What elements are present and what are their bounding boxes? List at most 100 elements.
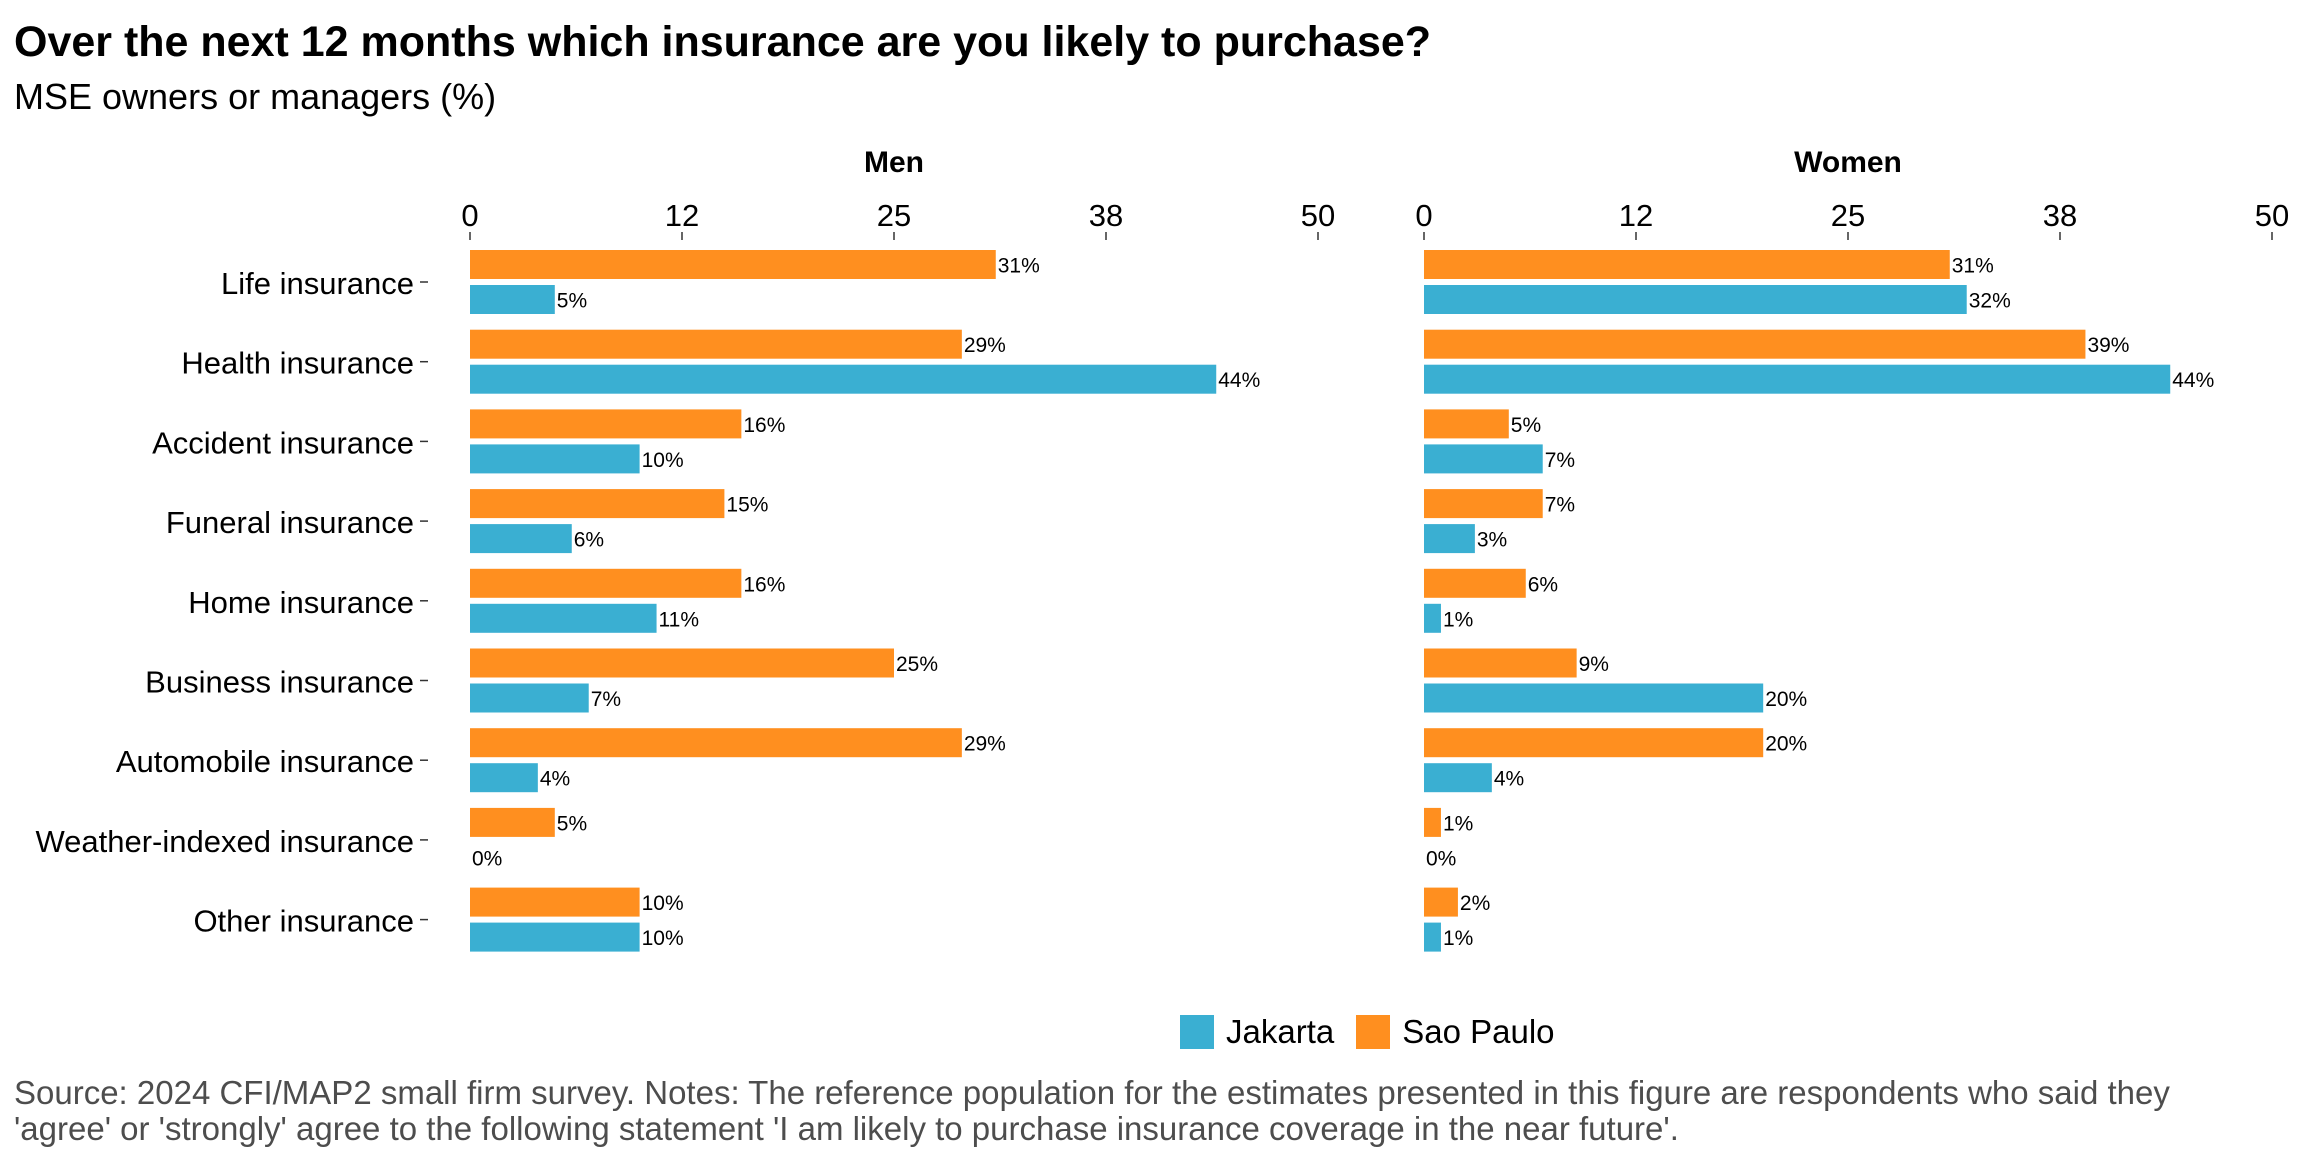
x-tick-label: 12 [1619, 198, 1653, 233]
data-label-men-jakarta: 0% [472, 847, 502, 870]
bar-women-sao-paulo [1424, 409, 1509, 439]
panel-title-women: Women [1794, 146, 1902, 179]
bar-women-jakarta [1424, 763, 1492, 793]
data-label-women-jakarta: 0% [1426, 847, 1456, 870]
category-label: Automobile insurance [116, 744, 414, 779]
category-label: Home insurance [188, 585, 414, 620]
data-label-women-jakarta: 1% [1443, 927, 1473, 950]
bar-men-jakarta [470, 603, 657, 633]
data-label-women-sao-paulo: 39% [2087, 334, 2129, 357]
source-note: Source: 2024 CFI/MAP2 small firm survey.… [14, 1074, 2170, 1147]
data-label-women-sao-paulo: 9% [1579, 653, 1609, 676]
bar-men-jakarta [470, 763, 538, 793]
bar-women-jakarta [1424, 524, 1475, 554]
bar-women-sao-paulo [1424, 807, 1441, 837]
data-label-women-sao-paulo: 7% [1545, 494, 1575, 517]
chart-title: Over the next 12 months which insurance … [14, 18, 1432, 66]
bar-women-sao-paulo [1424, 489, 1543, 519]
bar-women-jakarta [1424, 444, 1543, 474]
bar-women-jakarta [1424, 364, 2171, 394]
data-label-women-jakarta: 7% [1545, 449, 1575, 472]
legend-item-sao-paulo: Sao Paulo [1356, 1013, 1555, 1051]
data-label-men-sao-paulo: 10% [642, 892, 684, 915]
bar-men-sao-paulo [470, 887, 640, 917]
data-label-women-jakarta: 32% [1969, 290, 2011, 313]
x-tick-label: 25 [1831, 198, 1865, 233]
category-label: Business insurance [145, 665, 414, 700]
legend: Jakarta Sao Paulo [1180, 1010, 1577, 1054]
data-label-men-jakarta: 6% [574, 529, 604, 552]
category-label: Other insurance [193, 904, 414, 939]
data-label-women-jakarta: 20% [1765, 688, 1807, 711]
bar-women-jakarta [1424, 603, 1441, 633]
bar-men-jakarta [470, 683, 589, 713]
chart-subtitle: MSE owners or managers (%) [14, 76, 497, 117]
data-label-men-jakarta: 10% [642, 927, 684, 950]
data-label-women-sao-paulo: 20% [1765, 733, 1807, 756]
category-label: Weather-indexed insurance [35, 824, 414, 859]
legend-swatch-jakarta [1180, 1015, 1214, 1049]
x-tick-label: 38 [1089, 198, 1123, 233]
category-label: Life insurance [221, 266, 414, 301]
bar-men-sao-paulo [470, 568, 742, 598]
x-tick-label: 50 [1301, 198, 1335, 233]
data-label-women-jakarta: 3% [1477, 529, 1507, 552]
category-label: Funeral insurance [166, 505, 414, 540]
x-tick-label: 38 [2043, 198, 2077, 233]
bar-women-jakarta [1424, 922, 1441, 952]
category-label: Accident insurance [152, 425, 414, 460]
category-label: Health insurance [181, 346, 414, 381]
data-label-men-sao-paulo: 31% [998, 255, 1040, 278]
legend-swatch-sao-paulo [1356, 1015, 1391, 1049]
data-label-women-sao-paulo: 6% [1528, 573, 1558, 596]
data-label-women-jakarta: 1% [1443, 608, 1473, 631]
panel-title-men: Men [864, 146, 924, 179]
bar-women-jakarta [1424, 683, 1764, 713]
data-label-men-jakarta: 44% [1218, 369, 1260, 392]
bar-men-jakarta [470, 444, 640, 474]
legend-item-jakarta: Jakarta [1180, 1013, 1334, 1051]
data-label-men-jakarta: 11% [659, 608, 699, 631]
bar-women-sao-paulo [1424, 648, 1577, 678]
x-tick-label: 25 [877, 198, 911, 233]
x-tick-label: 0 [1415, 198, 1432, 233]
data-label-women-sao-paulo: 1% [1443, 812, 1473, 835]
data-label-men-sao-paulo: 15% [726, 494, 768, 517]
data-label-men-jakarta: 5% [557, 290, 587, 313]
bar-chart: Life insurance Health insurance Accident i… [35, 146, 2289, 952]
bar-men-sao-paulo [470, 409, 742, 439]
bar-women-sao-paulo [1424, 329, 2086, 359]
bar-men-sao-paulo [470, 807, 555, 837]
data-label-women-sao-paulo: 2% [1460, 892, 1490, 915]
data-label-women-jakarta: 44% [2172, 369, 2214, 392]
x-tick-label: 12 [665, 198, 699, 233]
data-label-men-sao-paulo: 25% [896, 653, 938, 676]
data-label-men-sao-paulo: 5% [557, 812, 587, 835]
bar-men-jakarta [470, 922, 640, 952]
data-label-men-sao-paulo: 16% [743, 414, 785, 437]
data-label-men-jakarta: 10% [642, 449, 684, 472]
bar-women-sao-paulo [1424, 728, 1764, 758]
bar-women-jakarta [1424, 285, 1967, 314]
bar-men-jakarta [470, 524, 572, 554]
bar-men-sao-paulo [470, 728, 962, 758]
bar-men-jakarta [470, 285, 555, 314]
data-label-men-sao-paulo: 16% [743, 573, 785, 596]
legend-label-sao-paulo: Sao Paulo [1402, 1013, 1555, 1050]
bar-women-sao-paulo [1424, 568, 1526, 598]
legend-label-jakarta: Jakarta [1226, 1013, 1335, 1050]
bar-men-jakarta [470, 364, 1217, 394]
bar-men-sao-paulo [470, 250, 996, 279]
bar-men-sao-paulo [470, 648, 894, 678]
x-tick-label: 50 [2255, 198, 2289, 233]
bar-women-sao-paulo [1424, 887, 1458, 917]
bar-women-sao-paulo [1424, 250, 1950, 279]
data-label-men-sao-paulo: 29% [964, 733, 1006, 756]
x-tick-label: 0 [461, 198, 478, 233]
data-label-men-jakarta: 4% [540, 768, 570, 791]
data-label-women-jakarta: 4% [1494, 768, 1524, 791]
data-label-women-sao-paulo: 5% [1511, 414, 1541, 437]
data-label-men-jakarta: 7% [591, 688, 621, 711]
bar-men-sao-paulo [470, 489, 725, 519]
bar-men-sao-paulo [470, 329, 962, 359]
